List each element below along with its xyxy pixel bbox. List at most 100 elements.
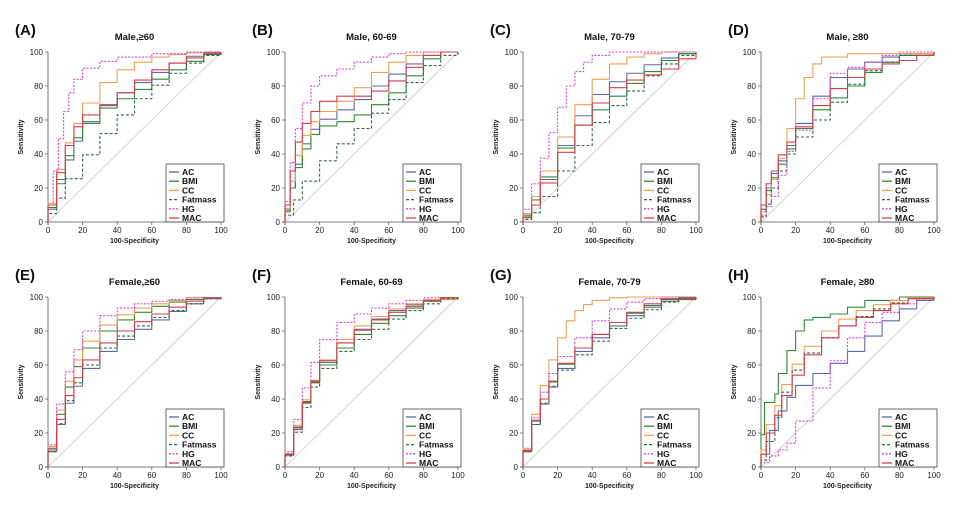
legend-label-hg: HG [895, 204, 908, 214]
x-tick-label: 100 [927, 226, 941, 235]
y-tick-label: 80 [271, 327, 280, 336]
legend-box [878, 163, 938, 223]
x-tick-label: 0 [759, 226, 764, 235]
legend-label-fatmass: Fatmass [657, 195, 692, 205]
series-hg-line [760, 51, 934, 222]
legend-label-ac: AC [419, 167, 431, 177]
legend-label-hg: HG [657, 449, 670, 459]
x-tick-label: 20 [315, 226, 324, 235]
y-tick-label: 0 [514, 218, 519, 227]
panel-label: (B) [252, 22, 273, 39]
x-tick-label: 60 [384, 226, 393, 235]
x-tick-label: 40 [350, 471, 359, 480]
y-tick-label: 0 [39, 463, 44, 472]
panel-label: (F) [252, 267, 271, 284]
x-tick-label: 100 [214, 226, 228, 235]
x-tick-label: 40 [826, 471, 835, 480]
y-tick-label: 60 [747, 361, 756, 370]
legend-label-hg: HG [419, 449, 432, 459]
legend-label-mac: MAC [657, 458, 676, 468]
x-axis-label: 100-Specificity [823, 238, 872, 245]
legend-label-bmi: BMI [182, 421, 198, 431]
x-tick-label: 0 [521, 226, 526, 235]
y-tick-label: 0 [276, 463, 281, 472]
y-tick-label: 20 [509, 429, 518, 438]
series-hg-line [47, 51, 221, 222]
series-fatmass-line [284, 52, 459, 222]
y-tick-label: 100 [743, 48, 757, 57]
y-axis-label: Sensitivity [493, 119, 500, 154]
y-tick-label: 100 [743, 293, 757, 302]
legend-label-fatmass: Fatmass [182, 440, 217, 450]
legend-label-fatmass: Fatmass [657, 440, 692, 450]
series-hg-line [522, 51, 696, 222]
series-mac-line [284, 51, 458, 222]
x-tick-label: 80 [657, 226, 666, 235]
x-tick-label: 100 [214, 471, 228, 480]
x-tick-label: 0 [521, 471, 526, 480]
panel-title: Male, 60-69 [346, 32, 397, 43]
panel-g: (G) Female, 70-79 00 20 20 40 40 60 60 80 80 100 100… [490, 267, 703, 490]
y-tick-label: 20 [509, 184, 518, 193]
x-tick-label: 40 [113, 226, 122, 235]
legend-label-ac: AC [895, 412, 907, 422]
series-ac-line [760, 297, 935, 467]
legend-label-fatmass: Fatmass [182, 195, 217, 205]
x-tick-label: 60 [384, 471, 393, 480]
y-tick-label: 40 [271, 150, 280, 159]
panel-a: (A) Male,≥60 00 20 20 40 40 60 60 80 80 100 100 100-S… [15, 22, 228, 245]
series-bmi-line [760, 296, 934, 467]
y-tick-label: 60 [509, 361, 518, 370]
legend-label-bmi: BMI [657, 176, 673, 186]
y-axis-label: Sensitivity [18, 364, 25, 399]
legend-label-cc: CC [419, 430, 431, 440]
series-cc-line [284, 51, 458, 222]
y-tick-label: 100 [267, 48, 281, 57]
panel-label: (C) [490, 22, 511, 39]
x-tick-label: 20 [78, 226, 87, 235]
legend-label-fatmass: Fatmass [895, 440, 930, 450]
x-tick-label: 0 [283, 471, 288, 480]
series-hg-line [47, 297, 222, 467]
panel-b: (B) Male, 60-69 00 20 20 40 40 60 60 80 80 100 100 10… [252, 22, 465, 245]
x-tick-label: 40 [588, 471, 597, 480]
x-tick-label: 0 [46, 471, 51, 480]
x-tick-label: 80 [895, 471, 904, 480]
x-tick-label: 40 [350, 226, 359, 235]
y-tick-label: 40 [271, 395, 280, 404]
legend-label-cc: CC [182, 430, 194, 440]
legend-label-ac: AC [419, 412, 431, 422]
series-fatmass-line [522, 52, 697, 222]
y-tick-label: 80 [509, 82, 518, 91]
panel-label: (G) [490, 267, 512, 284]
legend-label-cc: CC [895, 430, 907, 440]
legend-label-fatmass: Fatmass [419, 195, 454, 205]
legend-box [402, 408, 462, 468]
x-tick-label: 60 [622, 471, 631, 480]
y-tick-label: 40 [34, 150, 43, 159]
y-axis-label: Sensitivity [731, 119, 738, 154]
legend-label-mac: MAC [657, 213, 676, 223]
legend-label-bmi: BMI [182, 176, 198, 186]
y-tick-label: 40 [747, 395, 756, 404]
x-tick-label: 20 [553, 471, 562, 480]
legend-label-hg: HG [657, 204, 670, 214]
legend-label-mac: MAC [895, 458, 914, 468]
legend-label-ac: AC [182, 412, 194, 422]
legend-box [640, 163, 700, 223]
legend-box [640, 408, 700, 468]
panel-label: (A) [15, 22, 36, 39]
y-tick-label: 0 [39, 218, 44, 227]
legend-label-cc: CC [657, 185, 669, 195]
panel-d: (D) Male, ≥80 00 20 20 40 40 60 60 80 80 100 100 100-… [728, 22, 941, 245]
x-tick-label: 80 [419, 226, 428, 235]
reference-diagonal [47, 296, 222, 468]
panel-title: Female, ≥80 [821, 277, 875, 288]
legend-label-bmi: BMI [895, 176, 911, 186]
legend-label-bmi: BMI [419, 421, 435, 431]
y-tick-label: 60 [34, 116, 43, 125]
legend-box [402, 163, 462, 223]
